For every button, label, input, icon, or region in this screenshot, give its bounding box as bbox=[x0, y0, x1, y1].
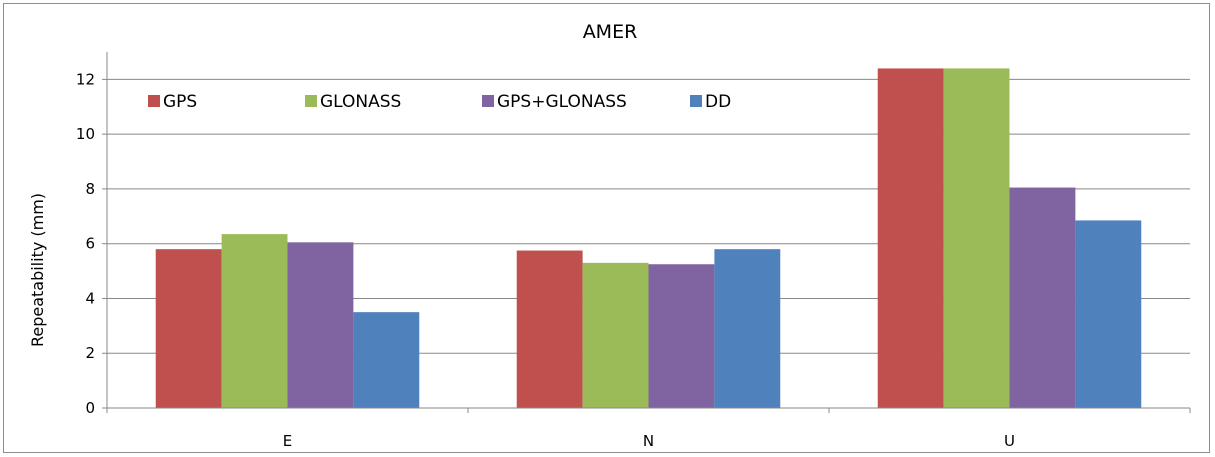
x-tick-label: U bbox=[1004, 432, 1015, 450]
bar-glonass-e bbox=[221, 234, 288, 408]
bar-dd-u bbox=[1075, 220, 1142, 408]
y-axis-label: Repeatability (mm) bbox=[28, 193, 47, 347]
y-tick-label: 8 bbox=[85, 180, 95, 198]
axes: 0 2 4 6 8 10 12 E N U bbox=[76, 52, 1191, 450]
legend-swatch bbox=[148, 95, 160, 107]
bar-glonass-n bbox=[582, 262, 649, 408]
bar-gps-glonass-u bbox=[1009, 187, 1076, 408]
legend-swatch bbox=[305, 95, 317, 107]
legend-label: GPS bbox=[163, 92, 197, 112]
y-tick-label: 6 bbox=[85, 235, 95, 253]
bar-dd-e bbox=[353, 312, 420, 408]
bars bbox=[155, 68, 1142, 408]
chart-title: AMER bbox=[583, 21, 638, 43]
legend: GPS GLONASS GPS+GLONASS DD bbox=[148, 92, 731, 112]
bar-gps-e bbox=[155, 249, 222, 408]
y-tick-label: 2 bbox=[85, 344, 95, 362]
bar-gps-n bbox=[516, 250, 583, 408]
bar-dd-n bbox=[714, 249, 781, 408]
legend-swatch bbox=[482, 95, 494, 107]
legend-swatch bbox=[690, 95, 702, 107]
x-tick-label: N bbox=[643, 432, 654, 450]
y-tick-label: 0 bbox=[85, 399, 95, 417]
y-tick-label: 4 bbox=[85, 289, 95, 307]
legend-label: DD bbox=[705, 92, 731, 112]
bar-gps-glonass-n bbox=[648, 264, 715, 408]
y-tick-label: 10 bbox=[76, 125, 95, 143]
bar-glonass-u bbox=[943, 68, 1010, 408]
legend-label: GPS+GLONASS bbox=[497, 92, 627, 112]
bar-gps-glonass-e bbox=[287, 242, 354, 408]
y-tick-label: 12 bbox=[76, 70, 95, 88]
bar-gps-u bbox=[877, 68, 944, 408]
legend-label: GLONASS bbox=[320, 92, 401, 112]
x-tick-label: E bbox=[283, 432, 292, 450]
